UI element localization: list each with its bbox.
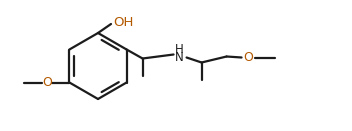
Text: H: H	[175, 43, 184, 56]
Text: N: N	[175, 51, 184, 64]
Text: OH: OH	[113, 17, 133, 29]
Text: O: O	[43, 76, 52, 89]
Text: O: O	[244, 51, 253, 64]
